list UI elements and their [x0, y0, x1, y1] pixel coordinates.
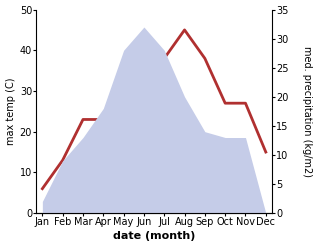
Y-axis label: med. precipitation (kg/m2): med. precipitation (kg/m2) [302, 46, 313, 177]
X-axis label: date (month): date (month) [113, 231, 195, 242]
Y-axis label: max temp (C): max temp (C) [5, 78, 16, 145]
